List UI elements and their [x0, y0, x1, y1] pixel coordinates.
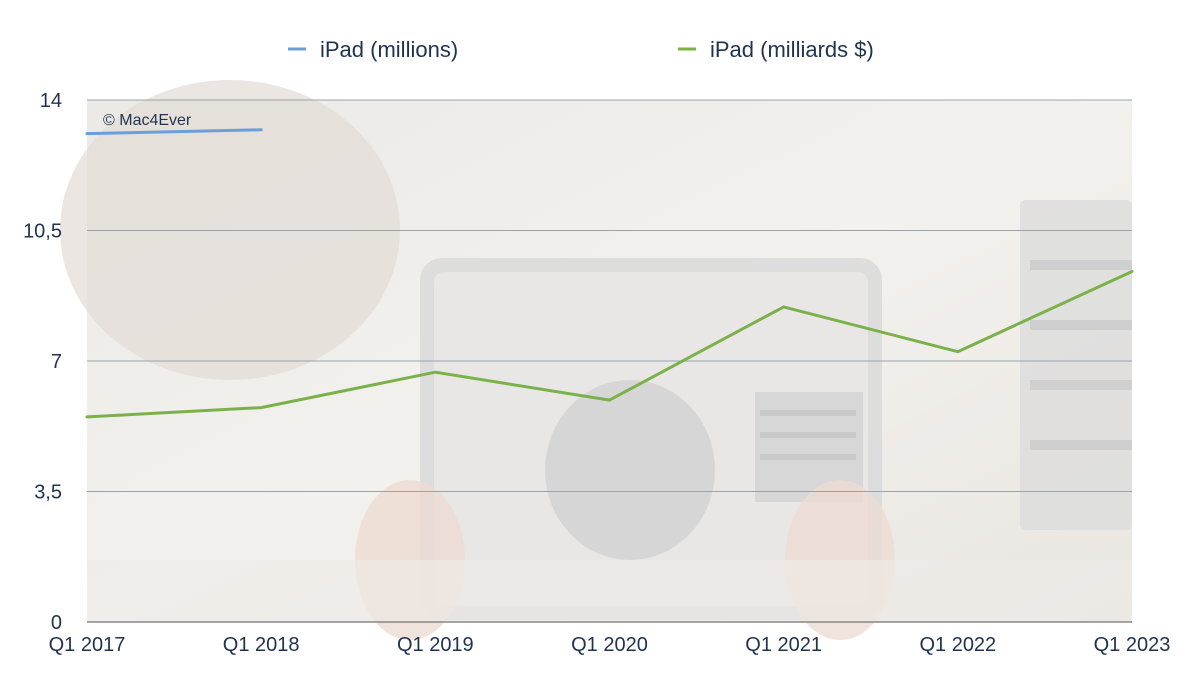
legend: iPad (millions) iPad (milliards $)	[288, 37, 874, 62]
watermark-annotation: © Mac4Ever	[103, 112, 192, 129]
x-tick-label: Q1 2018	[223, 634, 300, 656]
y-tick-label: 0	[51, 612, 62, 634]
grid	[87, 99, 1132, 623]
x-tick-label: Q1 2017	[49, 634, 126, 656]
y-tick-label: 3,5	[34, 482, 62, 504]
series-layer	[85, 128, 1134, 419]
series-line-1	[85, 128, 263, 136]
legend-label: iPad (milliards $)	[710, 37, 874, 62]
y-tick-label: 10,5	[23, 221, 62, 243]
y-axis: 0 3,5 7 10,5 14	[23, 90, 62, 634]
x-tick-label: Q1 2020	[571, 634, 648, 656]
background-photo	[60, 80, 1132, 640]
y-tick-label: 7	[51, 351, 62, 373]
series-line-2	[85, 270, 1134, 419]
y-tick-label: 14	[40, 90, 62, 112]
x-tick-label: Q1 2022	[919, 634, 996, 656]
x-tick-label: Q1 2021	[745, 634, 822, 656]
x-tick-label: Q1 2019	[397, 634, 474, 656]
x-axis: Q1 2017 Q1 2018 Q1 2019 Q1 2020 Q1 2021 Q1 20…	[49, 634, 1171, 656]
legend-label: iPad (millions)	[320, 37, 458, 62]
x-tick-label: Q1 2023	[1094, 634, 1171, 656]
